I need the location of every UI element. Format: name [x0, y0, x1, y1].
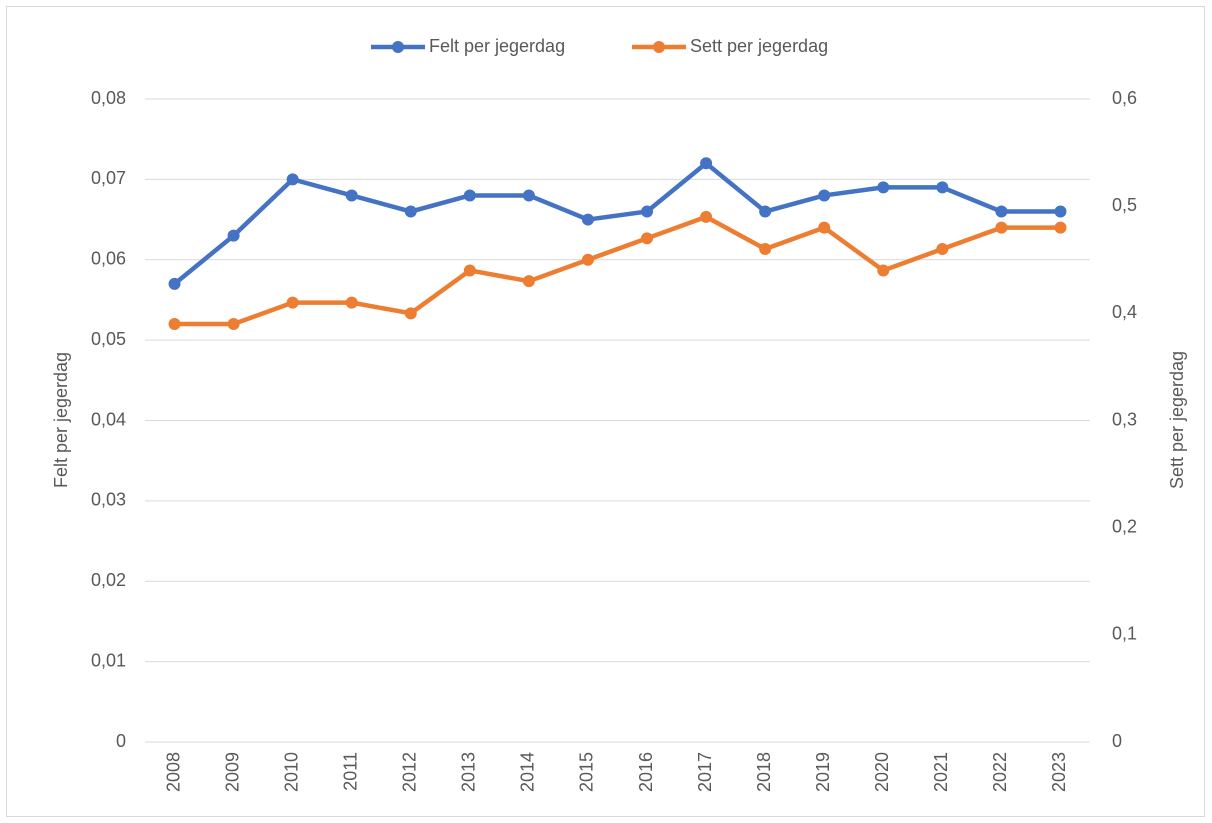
- x-tick-label: 2013: [459, 752, 479, 792]
- point: [700, 210, 713, 223]
- point: [286, 296, 299, 309]
- point: [936, 243, 949, 256]
- y-tick-label: 0,03: [91, 490, 126, 510]
- point: [1054, 205, 1067, 218]
- y2-tick-label: 0,3: [1112, 409, 1137, 429]
- x-tick-label: 2011: [340, 752, 360, 791]
- point: [995, 221, 1008, 234]
- y2-tick-label: 0: [1112, 731, 1122, 751]
- point: [404, 205, 417, 218]
- point: [227, 318, 240, 331]
- point: [818, 189, 831, 202]
- y-tick-label: 0,02: [91, 570, 126, 590]
- x-tick-label: 2015: [577, 752, 597, 792]
- point: [345, 296, 358, 309]
- point: [641, 232, 654, 245]
- x-tick-label: 2009: [222, 752, 242, 792]
- x-tick-label: 2016: [636, 752, 656, 792]
- x-tick-label: 2021: [931, 752, 951, 792]
- point: [759, 205, 772, 218]
- x-tick-label: 2012: [400, 752, 420, 792]
- y-axis-title: Felt per jegerdag: [51, 352, 71, 488]
- point: [995, 205, 1008, 218]
- point: [818, 221, 831, 234]
- y2-tick-label: 0,6: [1112, 88, 1137, 108]
- x-tick-label: 2014: [518, 752, 538, 792]
- point: [936, 181, 949, 194]
- legend-label: Felt per jegerdag: [429, 36, 565, 56]
- point: [1054, 221, 1067, 234]
- point: [700, 157, 713, 170]
- series-line: [173, 161, 1061, 286]
- point: [286, 173, 299, 186]
- point: [463, 189, 476, 202]
- point: [877, 264, 890, 277]
- legend-marker: [653, 41, 665, 53]
- point: [522, 189, 535, 202]
- y2-tick-label: 0,5: [1112, 195, 1137, 215]
- point: [168, 277, 181, 290]
- point: [463, 264, 476, 277]
- y2-tick-label: 0,2: [1112, 516, 1137, 536]
- legend-label: Sett per jegerdag: [690, 36, 828, 56]
- point: [227, 229, 240, 242]
- point: [522, 275, 535, 288]
- y-tick-label: 0,08: [91, 88, 126, 108]
- point: [641, 205, 654, 218]
- y2-tick-label: 0,1: [1112, 624, 1137, 644]
- y-tick-label: 0: [116, 731, 126, 751]
- y2-axis-title: Sett per jegerdag: [1167, 351, 1187, 489]
- x-tick-label: 2022: [990, 752, 1010, 792]
- x-tick-label: 2023: [1049, 752, 1069, 792]
- legend-marker: [392, 41, 404, 53]
- point: [404, 307, 417, 320]
- x-tick-label: 2018: [754, 752, 774, 792]
- y-tick-label: 0,06: [91, 249, 126, 269]
- y-tick-label: 0,05: [91, 329, 126, 349]
- point: [581, 213, 594, 226]
- x-tick-label: 2020: [872, 752, 892, 792]
- y2-tick-label: 0,4: [1112, 302, 1137, 322]
- y-tick-label: 0,07: [91, 168, 126, 188]
- chart-frame: [6, 6, 1205, 817]
- point: [168, 318, 181, 331]
- point: [759, 243, 772, 256]
- x-tick-label: 2019: [813, 752, 833, 792]
- x-tick-label: 2010: [281, 752, 301, 792]
- y-tick-label: 0,04: [91, 409, 126, 429]
- point: [877, 181, 890, 194]
- point: [345, 189, 358, 202]
- x-tick-label: 2017: [695, 752, 715, 792]
- x-tick-label: 2008: [163, 752, 183, 792]
- series-line: [174, 214, 1061, 327]
- y-tick-label: 0,01: [91, 650, 126, 670]
- point: [581, 253, 594, 266]
